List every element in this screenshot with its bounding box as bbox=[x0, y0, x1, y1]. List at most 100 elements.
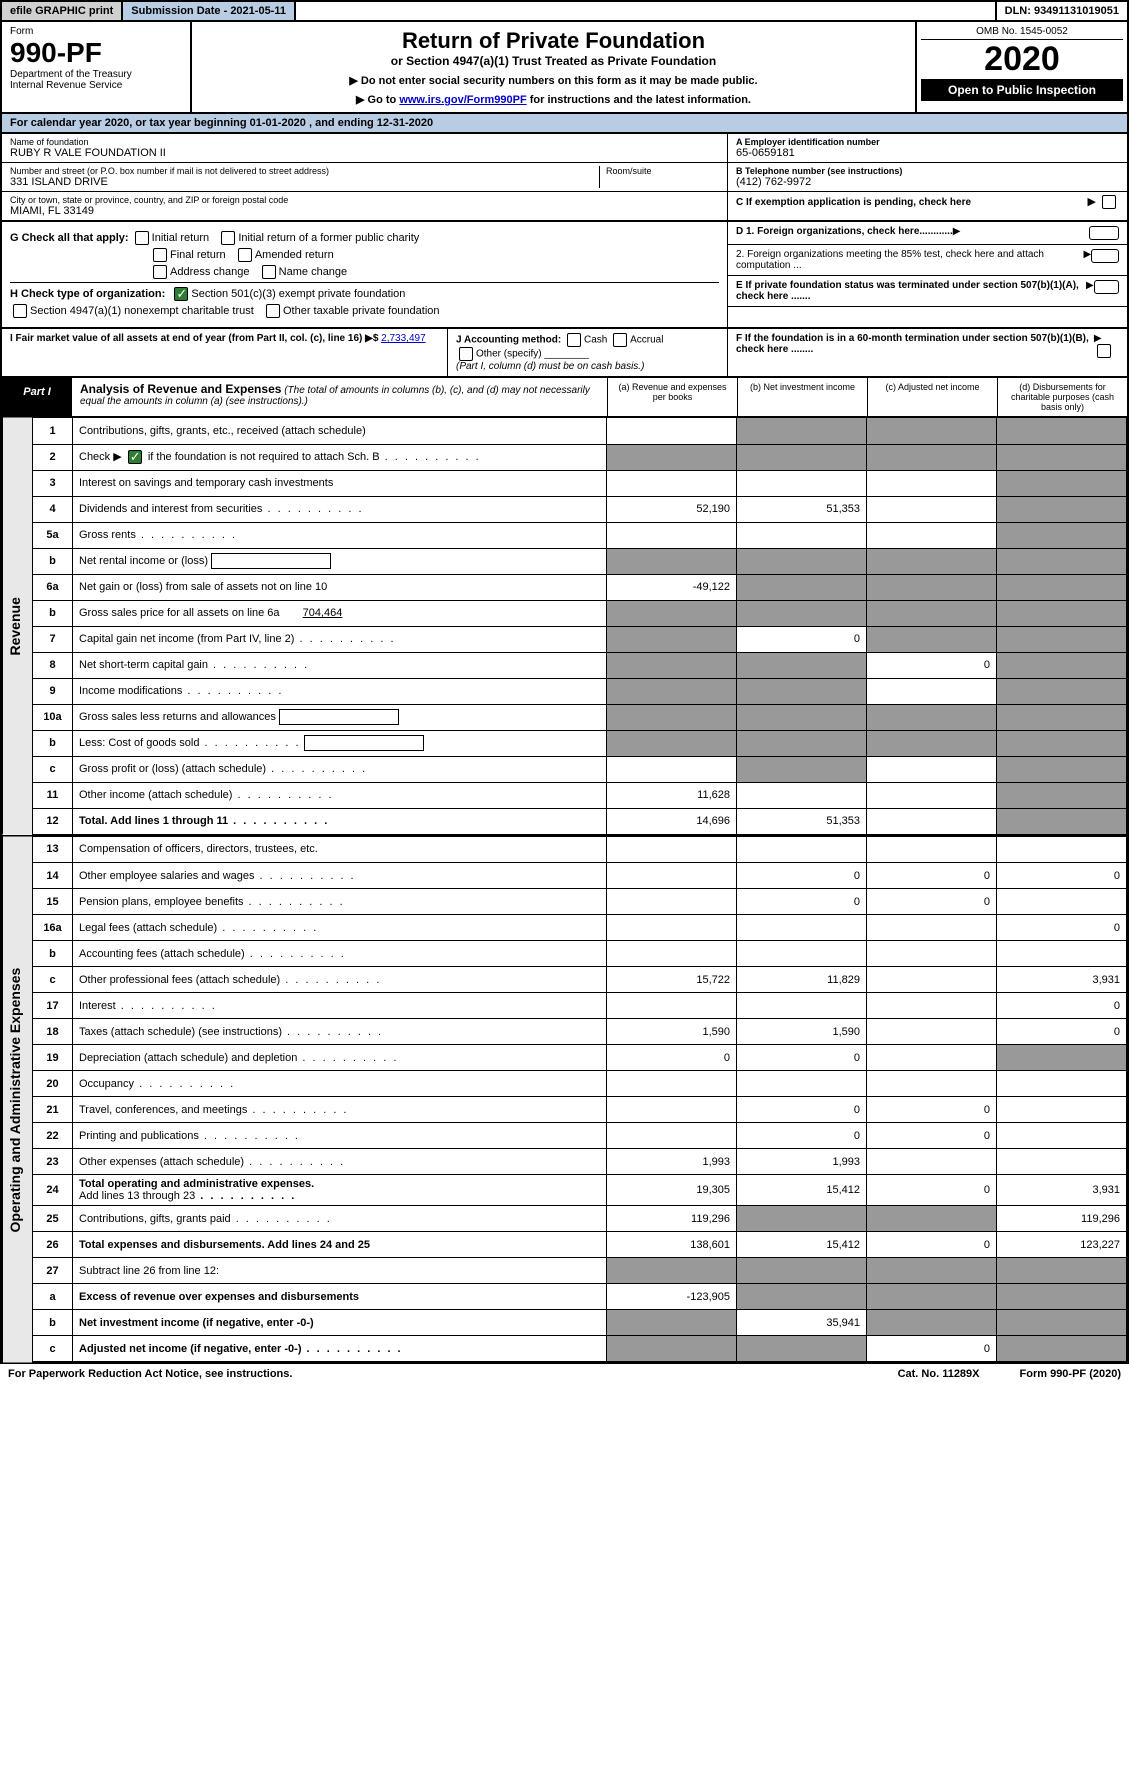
f-label: F If the foundation is in a 60-month ter… bbox=[736, 333, 1094, 358]
foundation-name: RUBY R VALE FOUNDATION II bbox=[10, 147, 719, 159]
r4: Dividends and interest from securities bbox=[73, 496, 607, 522]
ein: 65-0659181 bbox=[736, 147, 1119, 159]
r1: Contributions, gifts, grants, etc., rece… bbox=[73, 418, 607, 444]
r27c: Adjusted net income (if negative, enter … bbox=[73, 1336, 607, 1362]
r26c: 0 bbox=[867, 1232, 997, 1258]
revenue-label: Revenue bbox=[2, 418, 32, 835]
note2b: for instructions and the latest informat… bbox=[527, 94, 751, 106]
j-cash-cb[interactable] bbox=[567, 333, 581, 347]
r9: Income modifications bbox=[73, 678, 607, 704]
j-other-cb[interactable] bbox=[459, 347, 473, 361]
r16b: Accounting fees (attach schedule) bbox=[73, 941, 607, 967]
form-left: Form 990-PF Department of the Treasury I… bbox=[2, 22, 192, 112]
g-initial-cb[interactable] bbox=[135, 231, 149, 245]
city-box: City or town, state or province, country… bbox=[2, 192, 727, 220]
city-label: City or town, state or province, country… bbox=[10, 195, 719, 205]
d1-label: D 1. Foreign organizations, check here..… bbox=[736, 226, 953, 240]
r25a: 119,296 bbox=[607, 1206, 737, 1232]
h-opt2: Section 4947(a)(1) nonexempt charitable … bbox=[30, 305, 254, 317]
c-checkbox[interactable] bbox=[1102, 195, 1116, 209]
city: MIAMI, FL 33149 bbox=[10, 205, 719, 217]
addr-label: Number and street (or P.O. box number if… bbox=[10, 166, 599, 176]
j-note: (Part I, column (d) must be on cash basi… bbox=[456, 361, 644, 372]
col-c-head: (c) Adjusted net income bbox=[867, 378, 997, 416]
r15c: 0 bbox=[867, 889, 997, 915]
r15b: 0 bbox=[737, 889, 867, 915]
efile-graphic[interactable]: efile GRAPHIC print bbox=[2, 2, 123, 20]
expense-label: Operating and Administrative Expenses bbox=[2, 837, 32, 1363]
r14d: 0 bbox=[997, 863, 1127, 889]
r23b: 1,993 bbox=[737, 1149, 867, 1175]
e-checkbox[interactable] bbox=[1094, 280, 1119, 294]
r4a: 52,190 bbox=[607, 496, 737, 522]
h-501c3-cb[interactable] bbox=[174, 287, 188, 301]
r5a: Gross rents bbox=[73, 522, 607, 548]
expense-table: Operating and Administrative Expenses 13… bbox=[0, 837, 1129, 1365]
r10c: Gross profit or (loss) (attach schedule) bbox=[73, 756, 607, 782]
d1-checkbox[interactable] bbox=[1089, 226, 1119, 240]
r21c: 0 bbox=[867, 1097, 997, 1123]
part1-title-box: Analysis of Revenue and Expenses (The to… bbox=[72, 378, 607, 416]
j-label: J Accounting method: bbox=[456, 335, 561, 346]
r22: Printing and publications bbox=[73, 1123, 607, 1149]
h-other-cb[interactable] bbox=[266, 304, 280, 318]
d1-row: D 1. Foreign organizations, check here..… bbox=[728, 222, 1127, 245]
r18b: 1,590 bbox=[737, 1019, 867, 1045]
col-a-head: (a) Revenue and expenses per books bbox=[607, 378, 737, 416]
part1-header: Part I Analysis of Revenue and Expenses … bbox=[0, 378, 1129, 418]
r19: Depreciation (attach schedule) and deple… bbox=[73, 1045, 607, 1071]
g-final-cb[interactable] bbox=[153, 248, 167, 262]
tel-label: B Telephone number (see instructions) bbox=[736, 166, 1119, 176]
r14b: 0 bbox=[737, 863, 867, 889]
c-label: C If exemption application is pending, c… bbox=[736, 197, 971, 208]
submission-date: Submission Date - 2021-05-11 bbox=[123, 2, 296, 20]
h-4947-cb[interactable] bbox=[13, 304, 27, 318]
header-right: OMB No. 1545-0052 2020 Open to Public In… bbox=[917, 22, 1127, 112]
form-number: 990-PF bbox=[10, 37, 182, 69]
r2-checkbox[interactable] bbox=[128, 450, 142, 464]
form-subtitle: or Section 4947(a)(1) Trust Treated as P… bbox=[198, 54, 909, 68]
mid-grid: G Check all that apply: Initial return I… bbox=[0, 222, 1129, 329]
r27a: Excess of revenue over expenses and disb… bbox=[73, 1284, 607, 1310]
r12: Total. Add lines 1 through 11 bbox=[73, 808, 607, 834]
revenue-rows: 1Contributions, gifts, grants, etc., rec… bbox=[32, 418, 1127, 835]
form-title: Return of Private Foundation bbox=[198, 28, 909, 54]
r6a: Net gain or (loss) from sale of assets n… bbox=[73, 574, 607, 600]
r24a: 19,305 bbox=[607, 1175, 737, 1206]
r16c: Other professional fees (attach schedule… bbox=[73, 967, 607, 993]
r15: Pension plans, employee benefits bbox=[73, 889, 607, 915]
h-opt1: Section 501(c)(3) exempt private foundat… bbox=[191, 288, 405, 300]
g-opt2: Final return bbox=[170, 249, 226, 261]
r27aa: -123,905 bbox=[607, 1284, 737, 1310]
g-amended-cb[interactable] bbox=[238, 248, 252, 262]
r21b: 0 bbox=[737, 1097, 867, 1123]
h-label: H Check type of organization: bbox=[10, 288, 165, 300]
d2-checkbox[interactable] bbox=[1091, 249, 1119, 263]
g-label: G Check all that apply: bbox=[10, 232, 129, 244]
r27b: Net investment income (if negative, ente… bbox=[73, 1310, 607, 1336]
dln: DLN: 93491131019051 bbox=[995, 2, 1127, 20]
irs-link[interactable]: www.irs.gov/Form990PF bbox=[399, 94, 526, 106]
form-label: Form bbox=[10, 26, 182, 37]
g-name-cb[interactable] bbox=[262, 265, 276, 279]
part1-tab: Part I bbox=[2, 378, 72, 416]
tel-box: B Telephone number (see instructions) (4… bbox=[728, 163, 1127, 192]
note1: ▶ Do not enter social security numbers o… bbox=[198, 74, 909, 87]
footer-left: For Paperwork Reduction Act Notice, see … bbox=[8, 1368, 292, 1380]
dept: Department of the Treasury bbox=[10, 69, 182, 80]
irs: Internal Revenue Service bbox=[10, 80, 182, 91]
f-checkbox[interactable] bbox=[1097, 344, 1111, 358]
footer-mid: Cat. No. 11289X bbox=[898, 1368, 980, 1380]
i-label: I Fair market value of all assets at end… bbox=[10, 333, 381, 344]
g-opt3: Amended return bbox=[255, 249, 334, 261]
r13: Compensation of officers, directors, tru… bbox=[73, 837, 607, 863]
g-former-cb[interactable] bbox=[221, 231, 235, 245]
g-address-cb[interactable] bbox=[153, 265, 167, 279]
r17: Interest bbox=[73, 993, 607, 1019]
j-accrual-cb[interactable] bbox=[613, 333, 627, 347]
fmv-value: 2,733,497 bbox=[381, 333, 426, 344]
col-d-head: (d) Disbursements for charitable purpose… bbox=[997, 378, 1127, 416]
j-accrual: Accrual bbox=[630, 335, 663, 346]
r16cd: 3,931 bbox=[997, 967, 1127, 993]
r25: Contributions, gifts, grants paid bbox=[73, 1206, 607, 1232]
